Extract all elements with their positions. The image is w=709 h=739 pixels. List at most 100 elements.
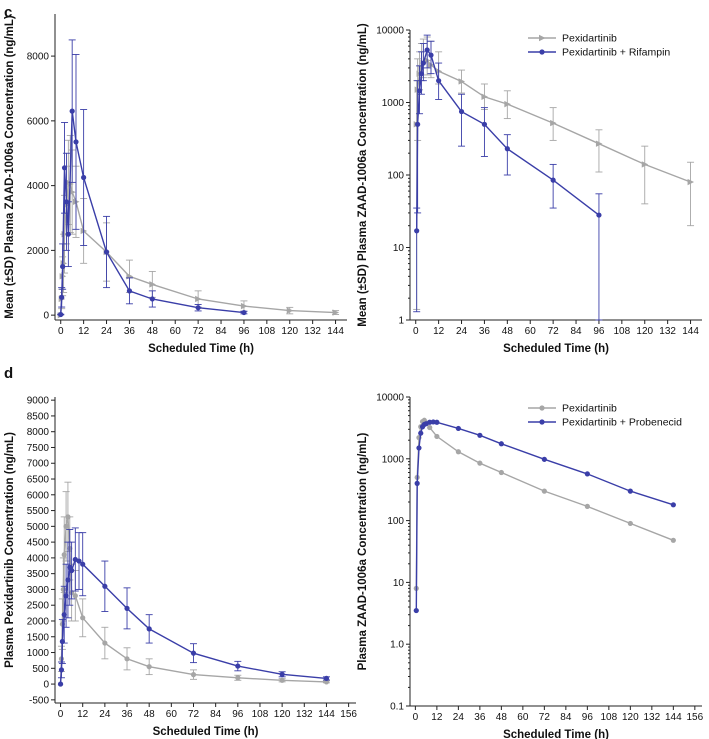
y-tick-label: 6000 <box>27 490 50 501</box>
data-point <box>414 228 420 234</box>
error-bar <box>687 161 695 227</box>
x-tick-label: 96 <box>232 709 244 720</box>
y-tick-label: 8000 <box>27 427 50 438</box>
x-axis-label: Scheduled Time (h) <box>503 343 609 355</box>
data-point <box>498 469 504 476</box>
data-point <box>61 165 68 171</box>
x-tick-label: 120 <box>636 326 653 337</box>
data-point <box>286 307 294 314</box>
x-tick-label: 12 <box>433 326 445 337</box>
y-tick-label: 1000 <box>27 648 50 659</box>
x-tick-label: 36 <box>121 709 133 720</box>
data-point <box>60 586 66 593</box>
chart-d-linear: 0 12 24 36 48 60 72 84 96 108 120 132 144 156 -500 0 500… <box>4 396 357 738</box>
x-tick-label: 48 <box>147 326 159 337</box>
x-tick-label: 48 <box>496 712 508 723</box>
x-tick-label: 120 <box>281 326 298 337</box>
data-point <box>477 432 483 438</box>
series-line <box>416 48 600 231</box>
x-tick-label: 36 <box>124 326 136 337</box>
x-axis-label: Scheduled Time (h) <box>503 729 609 739</box>
x-tick-label: 24 <box>99 709 111 720</box>
panel-label-d: d <box>4 365 13 382</box>
data-point <box>641 161 649 168</box>
x-tick-label: 0 <box>58 709 64 720</box>
y-tick-label: -500 <box>29 695 49 706</box>
error-bar <box>595 129 603 173</box>
data-point <box>595 140 603 147</box>
data-point <box>323 675 330 681</box>
x-tick-label: 72 <box>539 712 551 723</box>
y-axis-label: Mean (±SD) Plasma ZAAD-1006a Concentrati… <box>357 23 369 327</box>
legend-marker <box>539 419 545 425</box>
data-point <box>63 523 69 529</box>
data-point <box>80 615 86 621</box>
x-tick-label: 12 <box>78 326 90 337</box>
data-point <box>541 488 547 494</box>
series-pexidartinib <box>413 36 695 310</box>
data-point <box>149 281 156 288</box>
data-point <box>477 460 483 466</box>
x-tick-label: 72 <box>193 326 205 337</box>
data-point <box>190 650 197 656</box>
y-tick-label: 2000 <box>27 246 50 257</box>
x-tick-label: 144 <box>665 712 682 723</box>
data-point <box>550 177 556 183</box>
y-tick-label: 5000 <box>27 522 50 533</box>
y-tick-label: 7500 <box>27 443 50 454</box>
x-tick-label: 60 <box>525 326 537 337</box>
data-point <box>504 100 511 108</box>
data-point <box>627 520 633 527</box>
y-tick-label: 10 <box>393 578 405 589</box>
y-tick-label: 4500 <box>27 538 50 549</box>
y-tick-label: 6000 <box>27 116 50 127</box>
x-tick-label: 120 <box>622 712 639 723</box>
data-point <box>455 449 461 455</box>
x-tick-label: 0 <box>58 326 64 337</box>
legend: Pexidartinib Pexidartinib + Probenecid <box>528 403 682 429</box>
data-point <box>584 503 590 509</box>
data-point <box>279 677 285 683</box>
y-axis-label: Plasma Pexidartinib Concentration (ng/mL… <box>4 432 16 668</box>
x-tick-label: 72 <box>188 709 200 720</box>
data-point <box>124 605 130 611</box>
x-tick-label: 36 <box>474 712 486 723</box>
x-tick-label: 24 <box>453 712 465 723</box>
data-point <box>59 294 65 300</box>
data-point <box>596 212 602 218</box>
data-point <box>414 480 420 486</box>
data-point <box>670 502 676 508</box>
series-combination <box>57 527 330 687</box>
x-tick-label: 156 <box>340 709 357 720</box>
y-tick-label: 1000 <box>382 98 405 109</box>
data-point <box>126 288 133 294</box>
legend-marker <box>539 49 545 55</box>
series-combination <box>413 419 676 614</box>
data-point <box>60 263 66 270</box>
y-tick-label: 100 <box>387 516 404 527</box>
y-tick-label: 1.0 <box>390 640 404 651</box>
data-point <box>61 612 67 618</box>
data-point <box>72 593 78 599</box>
y-tick-label: 8000 <box>27 52 50 63</box>
data-point <box>102 640 108 646</box>
x-tick-label: 108 <box>601 712 618 723</box>
legend-marker <box>539 34 546 42</box>
data-point <box>455 425 461 432</box>
x-tick-label: 156 <box>686 712 703 723</box>
x-tick-label: 120 <box>274 709 291 720</box>
y-tick-label: 0 <box>43 311 49 322</box>
x-tick-label: 144 <box>318 709 335 720</box>
series-line <box>416 59 691 183</box>
data-point <box>58 667 65 673</box>
legend-label: Pexidartinib <box>562 403 617 415</box>
series-line <box>59 558 327 685</box>
chart-d-log: 0 12 24 36 48 60 72 84 96 108 120 132 144 156 0.1 1.0 10… <box>357 393 704 739</box>
x-axis-label: Scheduled Time (h) <box>153 726 259 738</box>
x-tick-label: 96 <box>582 712 594 723</box>
y-axis-label: Mean (±SD) Plasma ZAAD-1006a Concentrati… <box>4 15 16 319</box>
data-point <box>427 424 433 431</box>
y-tick-label: 3500 <box>27 569 50 580</box>
data-point <box>627 488 633 494</box>
